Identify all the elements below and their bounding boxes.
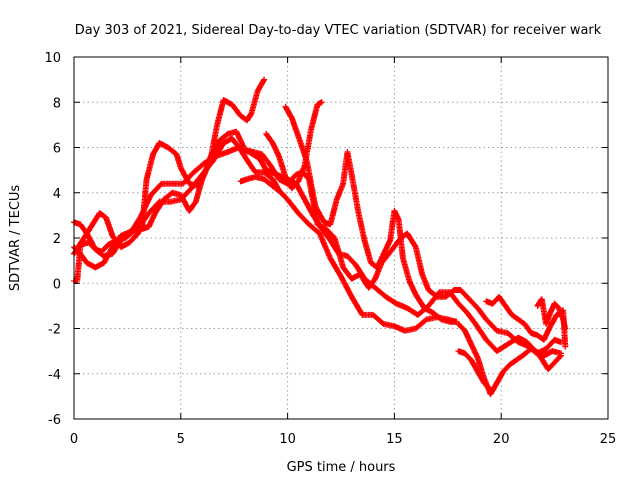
series-track-4 [71,76,268,284]
series-track-3 [71,128,565,357]
series-markers [71,76,268,284]
series-markers [237,173,289,201]
series-markers [282,103,460,325]
series-track-11 [534,296,569,332]
chart-title: Day 303 of 2021, Sidereal Day-to-day VTE… [75,23,602,38]
y-tick-label: -6 [48,413,61,428]
y-tick-label: 8 [53,96,61,111]
axis-ticks [73,56,609,420]
series-markers [263,99,325,192]
series-track-5 [263,99,325,192]
series-track-6 [237,173,289,201]
x-tick-label: 25 [600,432,617,447]
series-markers [71,128,565,357]
series-markers [455,348,492,391]
x-axis-tick-labels: 0 5 10 15 20 25 [70,432,616,447]
grid [74,57,608,419]
y-tick-label: 4 [53,187,61,202]
x-tick-label: 15 [386,432,403,447]
x-tick-label: 5 [177,432,185,447]
x-tick-label: 10 [279,432,296,447]
y-tick-label: -2 [48,323,61,338]
x-axis-label: GPS time / hours [287,460,396,475]
x-tick-label: 0 [70,432,78,447]
y-axis-tick-labels: -6 -4 -2 0 2 4 6 8 10 [44,51,61,428]
y-tick-label: -4 [48,368,61,383]
x-tick-label: 20 [493,432,510,447]
y-tick-label: 0 [53,277,61,292]
y-tick-label: 10 [44,51,61,66]
series-markers [534,296,569,332]
series-track-7 [282,103,460,325]
y-tick-label: 6 [53,142,61,157]
series-track-9 [455,348,492,391]
y-tick-label: 2 [53,232,61,247]
y-axis-label: SDTVAR / TECUs [8,185,23,292]
data-points [71,76,569,398]
